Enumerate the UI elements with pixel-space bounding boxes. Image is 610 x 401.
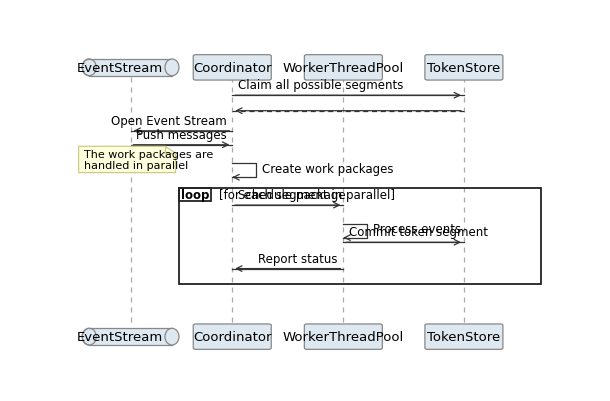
Text: Coordinator: Coordinator	[193, 62, 271, 75]
Text: Process events: Process events	[373, 223, 461, 235]
Text: Open Event Stream: Open Event Stream	[111, 115, 226, 128]
Text: Claim all possible segments: Claim all possible segments	[238, 79, 403, 92]
Bar	[179, 188, 541, 284]
Text: Coordinator: Coordinator	[193, 330, 271, 343]
Ellipse shape	[82, 60, 96, 77]
FancyBboxPatch shape	[193, 324, 271, 350]
Text: The work packages are
handled in parallel: The work packages are handled in paralle…	[84, 149, 214, 171]
Polygon shape	[79, 147, 176, 173]
Text: WorkerThreadPool: WorkerThreadPool	[282, 330, 404, 343]
Bar	[179, 188, 212, 202]
FancyBboxPatch shape	[304, 324, 382, 350]
Text: EventStream: EventStream	[77, 330, 163, 343]
Text: Commit token segment: Commit token segment	[349, 226, 488, 239]
Ellipse shape	[165, 60, 179, 77]
Text: [for each segment in parallel]: [for each segment in parallel]	[218, 188, 395, 202]
Text: Report status: Report status	[258, 252, 338, 265]
Bar	[89, 328, 172, 345]
Text: TokenStore: TokenStore	[427, 330, 501, 343]
FancyBboxPatch shape	[193, 55, 271, 81]
Text: loop: loop	[181, 188, 210, 202]
FancyBboxPatch shape	[425, 324, 503, 350]
Text: TokenStore: TokenStore	[427, 62, 501, 75]
Text: Push messages: Push messages	[136, 128, 227, 142]
Bar	[89, 60, 172, 77]
FancyBboxPatch shape	[304, 55, 382, 81]
Text: Create work packages: Create work packages	[262, 162, 393, 175]
Text: Schedule package: Schedule package	[238, 188, 345, 202]
Text: WorkerThreadPool: WorkerThreadPool	[282, 62, 404, 75]
Ellipse shape	[165, 328, 179, 345]
Ellipse shape	[82, 328, 96, 345]
Text: EventStream: EventStream	[77, 62, 163, 75]
FancyBboxPatch shape	[425, 55, 503, 81]
